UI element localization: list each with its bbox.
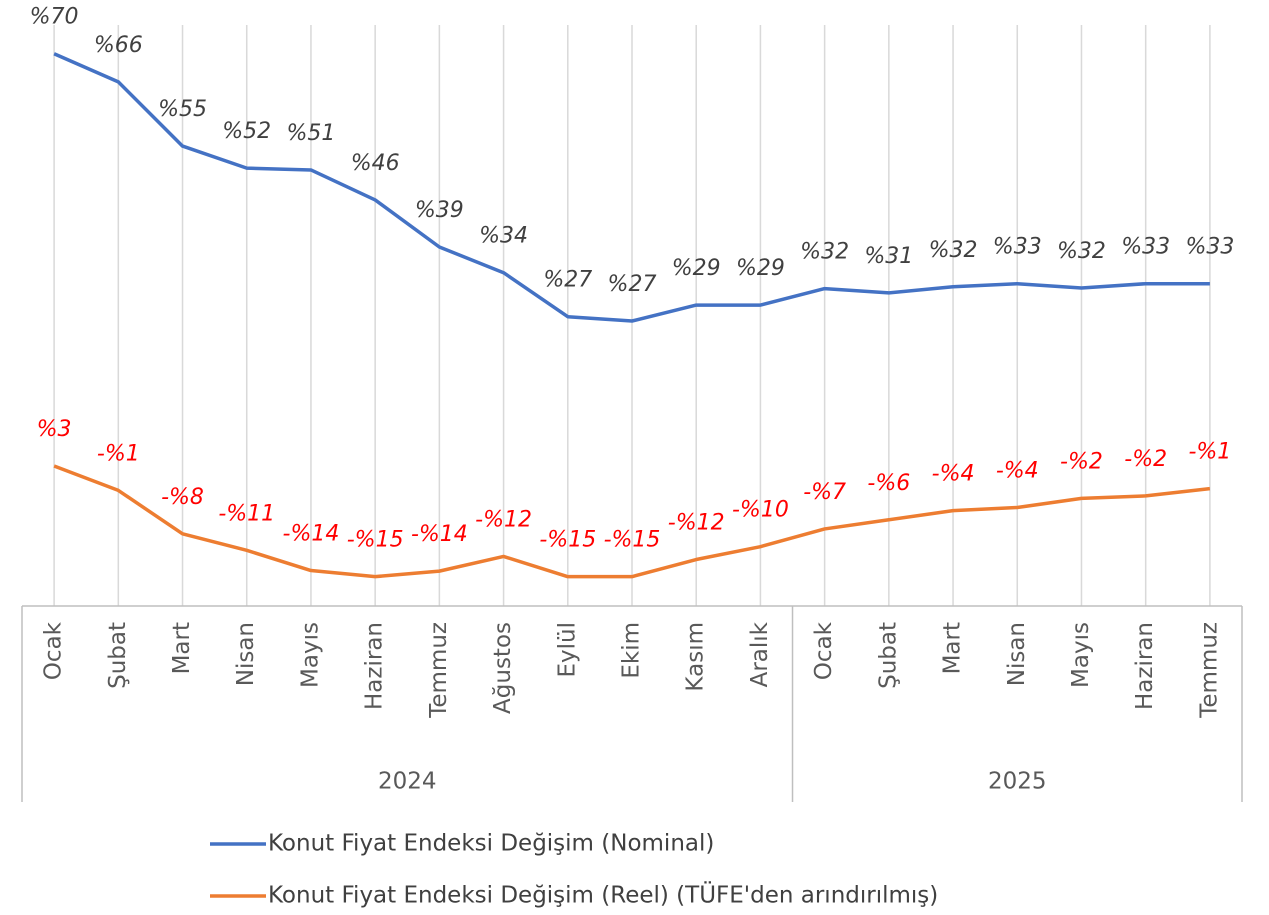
- x-tick-label: Nisan: [233, 622, 259, 686]
- data-label: %29: [736, 256, 785, 281]
- x-tick-label: Mayıs: [297, 622, 323, 688]
- data-label: -%2: [1060, 449, 1103, 474]
- legend-label: Konut Fiyat Endeksi Değişim (Nominal): [268, 831, 714, 857]
- series-line: [53, 52, 1210, 323]
- x-tick-label: Ocak: [41, 621, 67, 680]
- x-tick-label: Mayıs: [1068, 622, 1094, 688]
- data-label: -%15: [539, 528, 596, 553]
- legend-label: Konut Fiyat Endeksi Değişim (Reel) (TÜFE…: [268, 881, 938, 909]
- data-label: -%10: [732, 498, 789, 523]
- data-label: %31: [864, 244, 913, 269]
- data-label: %27: [608, 272, 657, 297]
- data-label: -%14: [283, 522, 340, 547]
- series-line: [53, 464, 1211, 579]
- data-label: -%2: [1124, 447, 1167, 472]
- data-label: -%15: [604, 528, 661, 553]
- data-label: %3: [37, 417, 72, 442]
- data-label: -%1: [1188, 440, 1231, 465]
- data-label: %52: [222, 119, 271, 144]
- group-label: 2025: [988, 769, 1047, 795]
- x-tick-label: Nisan: [1004, 622, 1030, 686]
- data-label: %66: [94, 33, 143, 58]
- data-label: -%1: [97, 441, 140, 466]
- x-tick-label: Haziran: [1132, 622, 1158, 710]
- data-label: %32: [1057, 239, 1106, 264]
- x-tick-label: Temmuz: [1196, 622, 1222, 719]
- x-tick-label: Kasım: [683, 622, 709, 692]
- data-label: -%4: [932, 462, 975, 487]
- data-label: %33: [993, 235, 1042, 260]
- data-label: -%7: [803, 480, 846, 505]
- data-label: %32: [929, 238, 978, 263]
- group-label: 2024: [378, 769, 437, 795]
- x-tick-label: Ekim: [619, 622, 645, 679]
- data-label: %39: [415, 198, 464, 223]
- data-label: -%8: [161, 485, 204, 510]
- data-label: %34: [479, 224, 528, 249]
- data-label: %33: [1121, 235, 1170, 260]
- data-label: -%12: [475, 507, 532, 532]
- data-label: %32: [800, 240, 849, 265]
- data-label: -%4: [996, 459, 1039, 484]
- x-tick-label: Şubat: [875, 622, 901, 689]
- x-tick-label: Ocak: [811, 621, 837, 680]
- data-label: %70: [30, 5, 79, 30]
- x-tick-label: Ağustos: [490, 622, 516, 714]
- x-tick-label: Temmuz: [426, 622, 452, 719]
- data-label: -%15: [347, 528, 404, 553]
- data-label: -%11: [218, 501, 275, 526]
- x-tick-label: Eylül: [554, 622, 580, 678]
- data-label: %46: [351, 151, 400, 176]
- x-tick-label: Haziran: [362, 622, 388, 710]
- x-tick-label: Aralık: [747, 621, 773, 687]
- data-label: %29: [672, 256, 721, 281]
- x-tick-label: Şubat: [105, 622, 131, 689]
- x-tick-label: Mart: [169, 622, 195, 674]
- data-label: %33: [1185, 235, 1234, 260]
- data-label: -%12: [668, 511, 725, 536]
- data-label: %51: [286, 121, 335, 146]
- data-label: %55: [158, 97, 207, 122]
- data-label: -%6: [867, 471, 910, 496]
- data-label: -%14: [411, 522, 468, 547]
- data-label: %27: [543, 268, 592, 293]
- x-tick-label: Mart: [940, 622, 966, 674]
